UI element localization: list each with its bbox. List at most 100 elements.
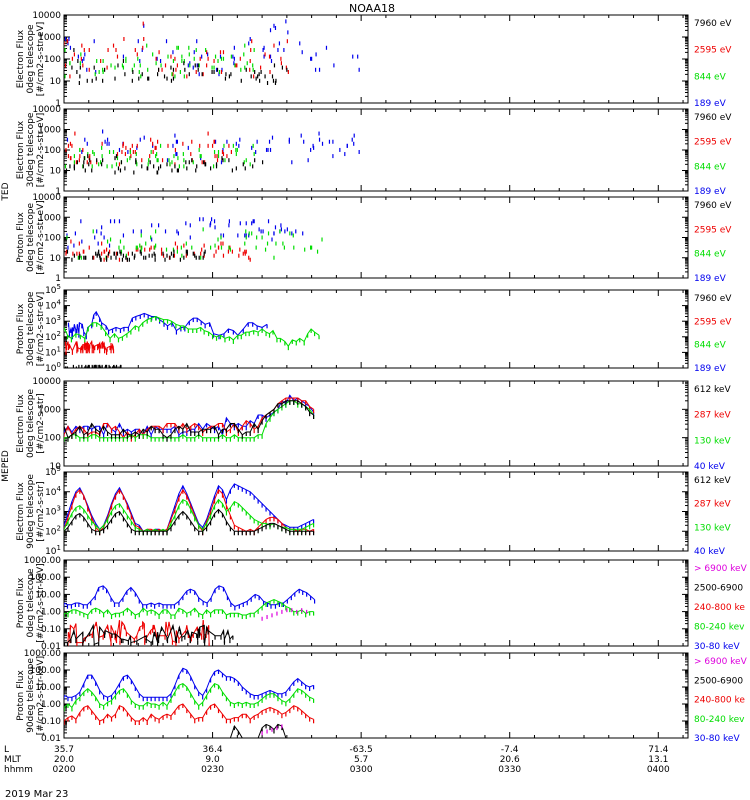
y-tick-label: 105 <box>45 283 61 296</box>
y-axis-label: Proton Flux 90deg telescope [#/cm2-s-str-k… <box>16 656 46 735</box>
y-tick-label: 10.00 <box>35 683 61 693</box>
y-tick-label: 10 <box>50 167 62 177</box>
y-tick-label-base: 10 <box>45 364 57 374</box>
series-line-red <box>64 703 314 722</box>
y-axis-label-line: 0deg telescope <box>26 568 36 638</box>
y-axis-label-line: 0deg telescope <box>26 203 36 273</box>
y-tick-label: 10 <box>50 77 62 87</box>
legend-entry: 30-80 keV <box>694 734 740 744</box>
y-tick-label-exp: 1 <box>57 544 61 552</box>
y-tick-label-base: 10 <box>45 348 57 358</box>
y-tick-label: 100 <box>45 361 61 374</box>
y-tick-label-exp: 0 <box>57 361 61 369</box>
y-tick-label: 100 <box>44 55 61 65</box>
y-tick-label: 10000 <box>32 377 61 387</box>
legend-entry: 40 keV <box>694 547 726 557</box>
y-tick-label-base: 10 <box>45 333 57 343</box>
panel-4: Electron Flux 0deg telescope [#/cm2-s-str]… <box>16 380 731 472</box>
series-group <box>64 129 360 175</box>
series-line-red <box>64 488 314 533</box>
legend-entry: 189 eV <box>694 99 727 109</box>
y-axis-label-line: 90deg telescope <box>26 658 36 733</box>
series-line-blue <box>64 483 314 532</box>
panel-1: Electron Flux 30deg telescope [#/cm2-s-str… <box>16 108 732 197</box>
y-tick-label: 105 <box>45 465 61 478</box>
legend-entry: 240-800 ke <box>694 696 745 706</box>
legend-entry: 189 eV <box>694 364 727 374</box>
y-axis-label-line: [#/cm2-s-str] <box>36 481 46 541</box>
x-tick-label: 5.7 <box>354 755 368 765</box>
y-axis-label-line: Electron Flux <box>16 394 26 453</box>
x-tick-label: 0230 <box>201 765 224 775</box>
y-axis-label-line: Proton Flux <box>16 577 26 628</box>
series-line-green <box>64 498 314 532</box>
y-axis-label-line: Proton Flux <box>16 670 26 721</box>
legend-entry: 2500-6900 <box>694 676 743 686</box>
y-axis-label-line: [#/cm2-s-str-keV] <box>36 656 46 735</box>
y-tick-label: 10000 <box>32 105 61 115</box>
series-group <box>64 19 360 85</box>
panel-7: Proton Flux 90deg telescope [#/cm2-s-str-k… <box>16 652 748 744</box>
y-tick-label: 103 <box>45 505 61 518</box>
y-axis-label-line: [#/cm2-s-str-eV] <box>36 292 46 367</box>
y-axis-label: Electron Flux 90deg telescope [#/cm2-s-str… <box>16 474 46 549</box>
group-label-text: MEPED <box>1 450 11 482</box>
y-tick-label: 10 <box>50 462 62 472</box>
legend-entry: 2595 eV <box>694 225 732 235</box>
y-tick-label: 0.10 <box>41 625 61 635</box>
y-tick-label: 1000 <box>38 405 61 415</box>
y-tick-label-exp: 2 <box>57 524 61 532</box>
y-tick-label-exp: 5 <box>57 283 61 291</box>
y-tick-label: 0.01 <box>41 642 61 652</box>
legend-entry: 30-80 keV <box>694 642 740 652</box>
y-axis-label-line: [#/cm2-s-str-eV] <box>36 113 46 188</box>
y-tick-label: 100 <box>44 434 61 444</box>
y-tick-label: 100 <box>44 146 61 156</box>
x-tick-label: 36.4 <box>203 745 223 755</box>
y-axis-label-line: [#/cm2-s-str-keV] <box>36 563 46 642</box>
y-tick-label: 1.00 <box>41 700 61 710</box>
y-tick-label: 102 <box>45 524 61 537</box>
legend-entry: 287 keV <box>694 500 731 510</box>
legend-entry: 240-800 ke <box>694 603 745 613</box>
panel-frame <box>63 289 689 369</box>
y-tick-label: 1000.00 <box>24 556 61 566</box>
x-tick-label: 0330 <box>498 765 521 775</box>
group-label: TED <box>1 182 11 201</box>
y-tick-label: 1000 <box>38 213 61 223</box>
series-line-green <box>64 400 315 439</box>
y-tick-label-base: 10 <box>45 488 57 498</box>
y-tick-label: 1000 <box>38 33 61 43</box>
series-line-black <box>64 508 314 532</box>
x-row-label: MLT <box>4 755 22 765</box>
y-axis-label-line: 0deg telescope <box>26 389 36 459</box>
legend-entry: 844 eV <box>694 162 727 172</box>
y-tick-label: 104 <box>45 485 61 498</box>
y-tick-label: 0.01 <box>41 734 61 744</box>
y-tick-label: 1.00 <box>41 608 61 618</box>
panel-frame <box>63 471 689 552</box>
y-tick-label: 10000 <box>32 193 61 203</box>
y-axis-label-line: Electron Flux <box>16 482 26 541</box>
y-tick-label: 1 <box>55 274 61 284</box>
panel-5: Electron Flux 90deg telescope [#/cm2-s-str… <box>16 471 731 557</box>
legend-entry: 189 eV <box>694 187 727 197</box>
x-tick-label: -63.5 <box>349 745 372 755</box>
y-tick-label-base: 10 <box>45 302 57 312</box>
legend-entry: 189 eV <box>694 274 727 284</box>
y-tick-label-exp: 2 <box>57 330 61 338</box>
y-tick-label: 100.00 <box>30 666 62 676</box>
series-line-green <box>64 599 314 616</box>
y-tick-label: 10000 <box>32 11 61 21</box>
series-line-blue <box>64 585 315 607</box>
y-axis-label: Proton Flux 0deg telescope [#/cm2-s-str-ke… <box>16 563 46 642</box>
legend-entry: 844 eV <box>694 72 727 82</box>
series-group <box>64 667 315 738</box>
y-axis-label-line: [#/cm2-s-str-eV] <box>36 22 46 97</box>
y-axis-label-line: 30deg telescope <box>26 112 36 187</box>
y-tick-label-exp: 1 <box>57 345 61 353</box>
series-line-black <box>64 723 314 738</box>
y-axis-label-line: [#/cm2-s-str-eV] <box>36 200 46 275</box>
y-axis-label: Proton Flux 30deg telescope [#/cm2-s-str-e… <box>16 291 46 366</box>
y-axis-label: Electron Flux 30deg telescope [#/cm2-s-str… <box>16 112 46 187</box>
